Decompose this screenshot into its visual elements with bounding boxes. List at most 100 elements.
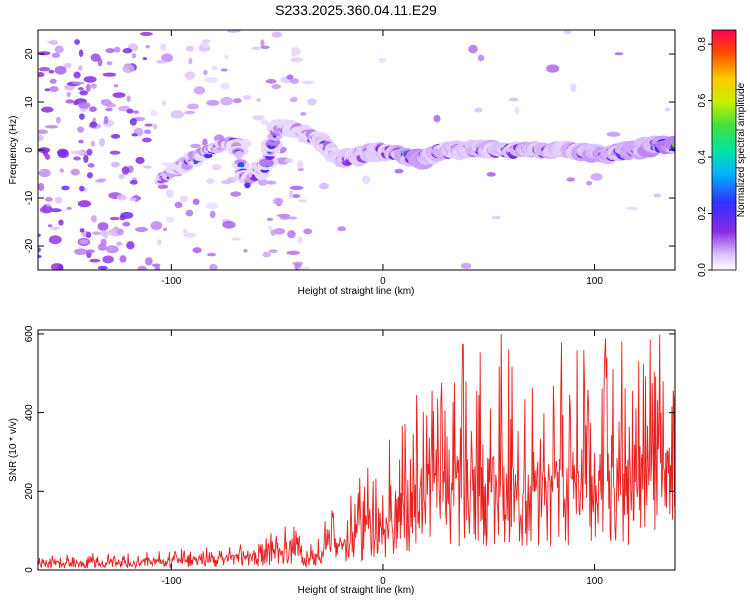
heatmap-noise-cell (161, 100, 167, 107)
heatmap-noise-cell (71, 81, 85, 85)
heatmap-noise-cell (190, 143, 201, 149)
spectrogram-xtick-label: 0 (380, 276, 386, 287)
heatmap-noise-cell (179, 195, 189, 203)
heatmap-noise-cell (182, 229, 188, 234)
heatmap-noise-cell (51, 52, 61, 58)
heatmap-noise-cell (41, 106, 54, 113)
heatmap-noise-cell (85, 83, 91, 93)
heatmap-noise-cell (63, 63, 72, 69)
heatmap-noise-cell (135, 156, 145, 165)
heatmap-noise-cell (116, 194, 127, 201)
heatmap-signal-cell (272, 135, 277, 138)
heatmap-noise-cell (73, 100, 79, 106)
snr-series-line (38, 334, 675, 570)
heatmap-noise-cell (570, 83, 577, 93)
heatmap-noise-cell (98, 137, 106, 147)
heatmap-noise-cell (170, 110, 185, 119)
heatmap-noise-cell (48, 235, 62, 245)
heatmap-noise-cell (109, 150, 121, 155)
heatmap-noise-cell (74, 248, 88, 255)
heatmap-noise-cell (162, 227, 168, 232)
heatmap-noise-cell (546, 64, 560, 73)
heatmap-noise-cell (54, 196, 63, 204)
heatmap-noise-cell (113, 46, 121, 53)
heatmap-noise-cell (119, 255, 127, 263)
heatmap-noise-cell (47, 224, 53, 228)
heatmap-noise-cell (145, 45, 150, 49)
heatmap-noise-cell (79, 228, 85, 233)
heatmap-noise-cell (85, 231, 92, 239)
heatmap-noise-cell (121, 166, 130, 175)
heatmap-noise-cell (474, 107, 483, 113)
heatmap-noise-cell (137, 265, 148, 270)
heatmap-noise-cell (262, 251, 271, 258)
heatmap-noise-cell (116, 241, 123, 246)
heatmap-noise-cell (38, 247, 42, 253)
heatmap-noise-cell (105, 245, 119, 254)
heatmap-noise-cell (57, 264, 64, 270)
heatmap-noise-cell (78, 102, 91, 109)
heatmap-noise-cell (90, 140, 95, 147)
heatmap-noise-cell (211, 164, 222, 171)
heatmap-noise-cell (57, 149, 69, 159)
heatmap-noise-cell (100, 99, 112, 106)
heatmap-noise-cell (129, 179, 138, 185)
heatmap-noise-cell (220, 96, 234, 106)
heatmap-noise-cell (79, 239, 89, 245)
spectrogram-ytick-label: -10 (24, 190, 35, 205)
heatmap-noise-cell (284, 158, 294, 163)
snr-xtick-label: -100 (161, 576, 181, 587)
heatmap-noise-cell (273, 228, 286, 235)
heatmap-noise-cell (78, 139, 84, 144)
heatmap-noise-cell (205, 202, 219, 210)
heatmap-noise-cell (70, 168, 80, 176)
heatmap-noise-cell (66, 91, 72, 98)
heatmap-noise-cell (563, 30, 572, 35)
heatmap-noise-cell (185, 45, 195, 52)
spectrogram-heatmap (38, 30, 675, 270)
heatmap-noise-cell (224, 55, 229, 59)
heatmap-noise-cell (192, 198, 200, 205)
heatmap-noise-cell (102, 255, 114, 264)
heatmap-noise-cell (83, 154, 89, 163)
heatmap-noise-cell (65, 99, 75, 104)
heatmap-noise-cell (251, 46, 261, 51)
heatmap-noise-cell (394, 168, 404, 174)
heatmap-noise-cell (139, 31, 153, 36)
heatmap-noise-cell (290, 57, 304, 63)
heatmap-noise-cell (100, 238, 107, 246)
heatmap-noise-cell (201, 43, 210, 49)
colorbar-label: Normalized spectral amplitude (736, 82, 747, 217)
heatmap-noise-cell (586, 180, 593, 186)
heatmap-noise-cell (297, 236, 303, 244)
heatmap-noise-cell (38, 72, 45, 78)
heatmap-noise-cell (266, 180, 277, 185)
snr-ytick-label: 200 (24, 483, 35, 500)
heatmap-noise-cell (54, 45, 64, 54)
heatmap-noise-cell (79, 90, 88, 96)
heatmap-noise-cell (192, 247, 202, 254)
heatmap-noise-cell (206, 178, 215, 185)
heatmap-noise-cell (361, 175, 371, 184)
heatmap-noise-cell (290, 96, 298, 102)
heatmap-noise-cell (38, 182, 45, 192)
heatmap-signal-cell (259, 158, 274, 168)
heatmap-noise-cell (460, 262, 472, 269)
heatmap-noise-cell (112, 92, 126, 98)
heatmap-noise-cell (491, 215, 502, 220)
heatmap-noise-cell (204, 76, 218, 84)
heatmap-noise-cell (252, 115, 265, 121)
heatmap-noise-cell (97, 222, 109, 231)
heatmap-noise-cell (49, 78, 57, 84)
heatmap-noise-cell (54, 65, 67, 75)
heatmap-noise-cell (257, 178, 268, 186)
heatmap-noise-cell (142, 57, 148, 61)
heatmap-noise-cell (267, 225, 273, 231)
heatmap-noise-cell (508, 97, 519, 102)
heatmap-noise-cell (110, 161, 120, 168)
heatmap-noise-cell (131, 53, 137, 59)
snr-ytick-label: 600 (24, 325, 35, 342)
heatmap-noise-cell (226, 30, 241, 33)
heatmap-noise-cell (38, 66, 51, 72)
